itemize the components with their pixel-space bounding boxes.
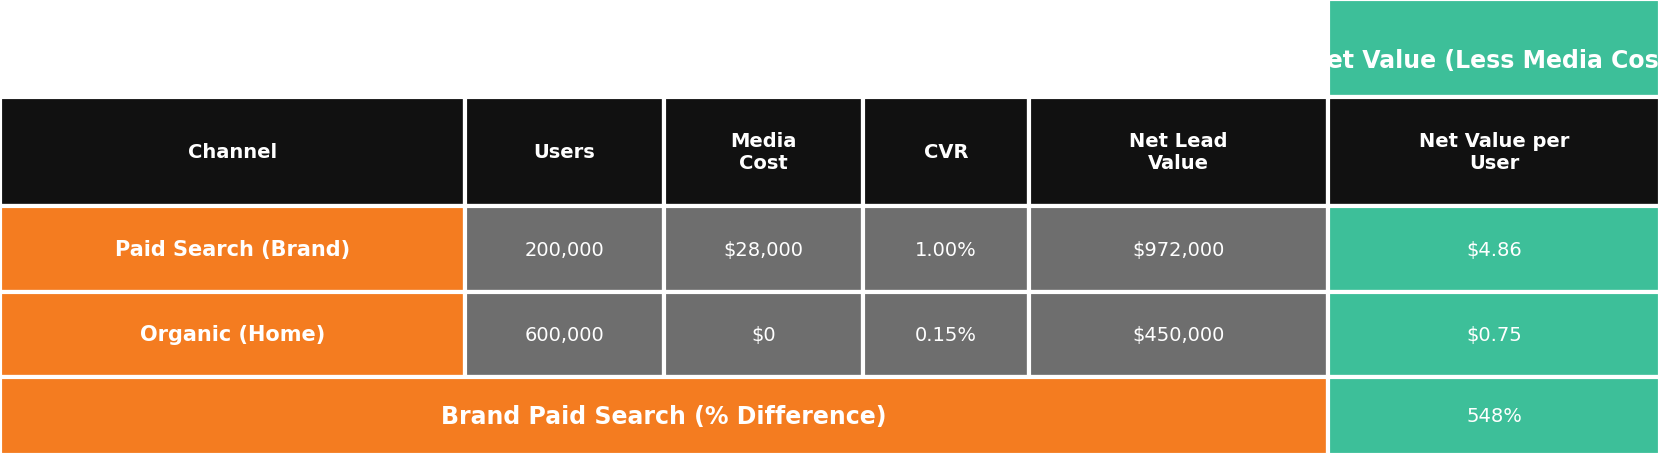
Text: 200,000: 200,000 <box>525 240 604 259</box>
Bar <box>465 98 664 207</box>
Text: Organic (Home): Organic (Home) <box>139 324 325 344</box>
Bar <box>0 377 1328 455</box>
Bar <box>863 207 1029 292</box>
Text: $28,000: $28,000 <box>724 240 803 259</box>
Bar <box>0 292 465 377</box>
Bar <box>1029 292 1328 377</box>
Text: $0: $0 <box>752 325 775 344</box>
Text: $0.75: $0.75 <box>1466 325 1522 344</box>
Text: $450,000: $450,000 <box>1132 325 1225 344</box>
Bar <box>0 98 465 207</box>
Bar <box>1029 98 1328 207</box>
Bar <box>664 207 863 292</box>
Text: Users: Users <box>533 143 596 162</box>
Bar <box>465 207 664 292</box>
Bar <box>1328 292 1660 377</box>
Bar <box>664 98 863 207</box>
Bar <box>863 292 1029 377</box>
Bar <box>664 292 863 377</box>
Bar <box>1328 0 1660 98</box>
Bar <box>1029 207 1328 292</box>
Bar <box>1328 377 1660 455</box>
Text: CVR: CVR <box>925 143 968 162</box>
Bar <box>0 207 465 292</box>
Text: 1.00%: 1.00% <box>915 240 978 259</box>
Bar <box>0 0 1328 98</box>
Text: 600,000: 600,000 <box>525 325 604 344</box>
Bar <box>1328 207 1660 292</box>
Text: Net Lead
Value: Net Lead Value <box>1129 132 1228 173</box>
Text: Paid Search (Brand): Paid Search (Brand) <box>115 239 350 259</box>
Text: $972,000: $972,000 <box>1132 240 1225 259</box>
Text: Brand Paid Search (% Difference): Brand Paid Search (% Difference) <box>442 404 886 428</box>
Text: 548%: 548% <box>1466 406 1522 425</box>
Bar <box>1328 98 1660 207</box>
Bar <box>863 98 1029 207</box>
Text: Channel: Channel <box>188 143 277 162</box>
Text: Media
Cost: Media Cost <box>730 132 797 173</box>
Text: Net Value (Less Media Cost): Net Value (Less Media Cost) <box>1306 49 1660 72</box>
Text: Net Value per
User: Net Value per User <box>1419 132 1569 173</box>
Text: 0.15%: 0.15% <box>915 325 978 344</box>
Bar <box>465 292 664 377</box>
Text: $4.86: $4.86 <box>1466 240 1522 259</box>
